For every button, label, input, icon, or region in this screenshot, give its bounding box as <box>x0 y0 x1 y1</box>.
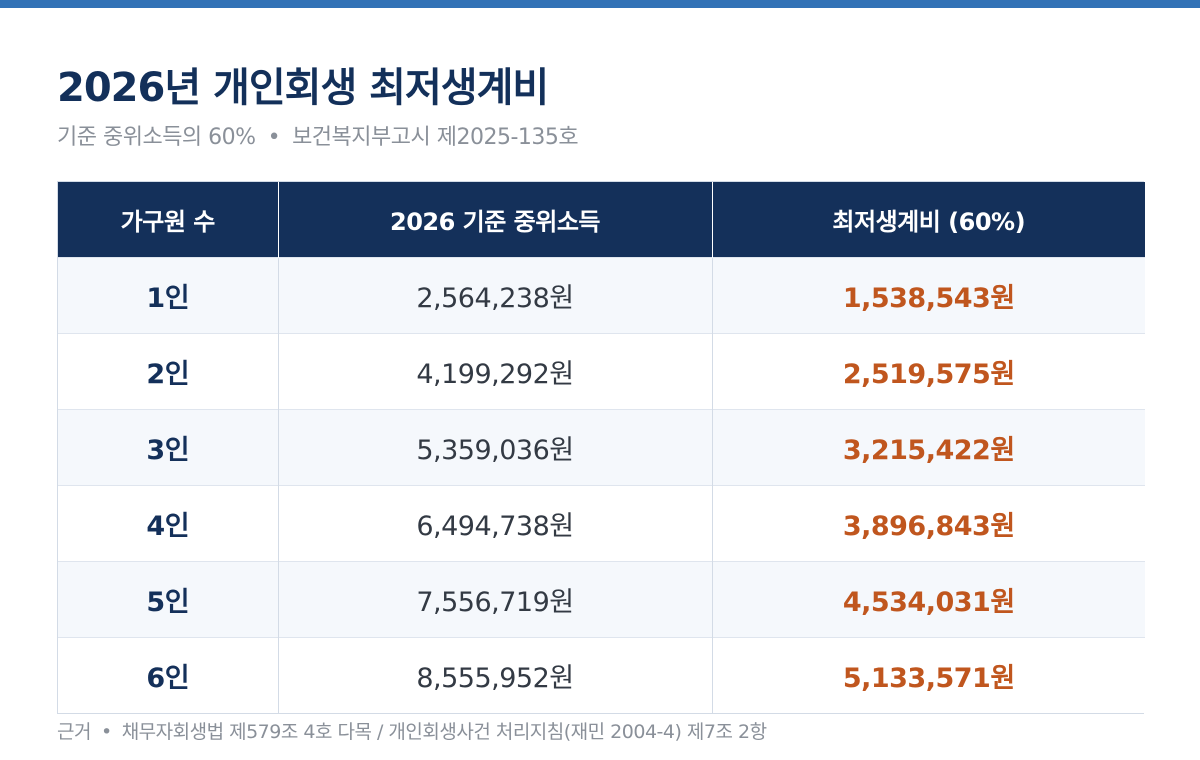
minimum-cost-cell: 3,215,422원 <box>712 408 1145 485</box>
median-income-cell: 7,556,719원 <box>278 560 713 637</box>
table-row: 2인 4,199,292원 2,519,575원 <box>58 332 1145 409</box>
median-income-cell: 8,555,952원 <box>278 636 713 713</box>
household-size-cell: 6인 <box>58 636 279 713</box>
footnote-text: 채무자회생법 제579조 4호 다목 / 개인회생사건 처리지침(재민 2004… <box>121 721 767 743</box>
table-row: 4인 6,494,738원 3,896,843원 <box>58 484 1145 561</box>
median-income-cell: 5,359,036원 <box>278 408 713 485</box>
minimum-cost-cell: 5,133,571원 <box>712 636 1145 713</box>
household-size-cell: 3인 <box>58 408 279 485</box>
column-header-minimum-cost: 최저생계비 (60%) <box>712 182 1145 257</box>
table-row: 3인 5,359,036원 3,215,422원 <box>58 408 1145 485</box>
table-header-row: 가구원 수 2026 기준 중위소득 최저생계비 (60%) <box>58 182 1145 257</box>
household-size-cell: 5인 <box>58 560 279 637</box>
footnote-label: 근거 <box>57 721 91 743</box>
minimum-cost-cell: 3,896,843원 <box>712 484 1145 561</box>
subtitle-separator: • <box>267 125 281 150</box>
table-row: 5인 7,556,719원 4,534,031원 <box>58 560 1145 637</box>
median-income-cell: 2,564,238원 <box>278 256 713 333</box>
legal-basis-footnote: 근거 • 채무자회생법 제579조 4호 다목 / 개인회생사건 처리지침(재민 2… <box>57 717 767 744</box>
column-header-household: 가구원 수 <box>58 182 279 257</box>
table-row: 1인 2,564,238원 1,538,543원 <box>58 256 1145 333</box>
page-title: 2026년 개인회생 최저생계비 <box>57 65 549 111</box>
household-size-cell: 2인 <box>58 332 279 409</box>
median-income-cell: 6,494,738원 <box>278 484 713 561</box>
subtitle-notice: 보건복지부고시 제2025-135호 <box>292 125 579 150</box>
subtitle-basis: 기준 중위소득의 60% <box>57 125 256 150</box>
table-row: 6인 8,555,952원 5,133,571원 <box>58 636 1145 713</box>
page-subtitle: 기준 중위소득의 60% • 보건복지부고시 제2025-135호 <box>57 119 579 151</box>
household-size-cell: 4인 <box>58 484 279 561</box>
footnote-separator: • <box>100 721 112 743</box>
minimum-cost-cell: 2,519,575원 <box>712 332 1145 409</box>
minimum-cost-cell: 4,534,031원 <box>712 560 1145 637</box>
household-size-cell: 1인 <box>58 256 279 333</box>
median-income-cell: 4,199,292원 <box>278 332 713 409</box>
minimum-living-cost-table: 가구원 수 2026 기준 중위소득 최저생계비 (60%) 1인 2,564,… <box>57 181 1145 714</box>
top-accent-bar <box>0 0 1200 8</box>
column-header-median-income: 2026 기준 중위소득 <box>278 182 713 257</box>
minimum-cost-cell: 1,538,543원 <box>712 256 1145 333</box>
